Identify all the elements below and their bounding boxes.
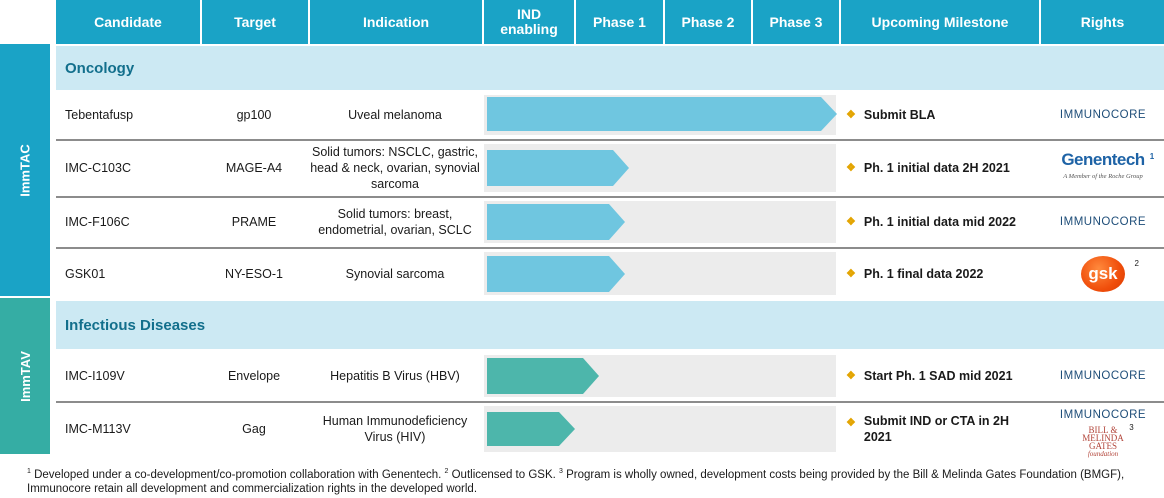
roche-tagline: A Member of the Roche Group — [1063, 172, 1143, 180]
target: NY-ESO-1 — [225, 266, 283, 281]
header-target: Target — [202, 0, 308, 44]
diamond-bullet-icon: ❖ — [846, 109, 856, 121]
header-candidate: Candidate — [56, 0, 200, 44]
candidate-name: Tebentafusp — [65, 108, 134, 122]
rights-logo: IMMUNOCORE — [1042, 352, 1164, 400]
header-phase-3: Phase 3 — [753, 0, 839, 44]
indication: Solid tumors: breast, endometrial, ovari… — [318, 207, 472, 237]
table-row: Tebentafusp gp100 Uveal melanoma ❖ Submit… — [56, 92, 1164, 138]
table-row: IMC-M113V Gag Human Immunodeficiency Vir… — [56, 403, 1164, 459]
table-row: IMC-F106C PRAME Solid tumors: breast, en… — [56, 198, 1164, 246]
immunocore-logo: IMMUNOCORE — [1059, 409, 1147, 421]
immunocore-logo: IMMUNOCORE — [1059, 109, 1147, 121]
indication: Human Immunodeficiency Virus (HIV) — [322, 414, 468, 444]
rights-logo: gsk 2 — [1042, 249, 1164, 298]
indication: Solid tumors: NSCLC, gastric, head & nec… — [310, 145, 480, 191]
section-infectious-diseases: Infectious Diseases — [56, 301, 1164, 349]
rights-logo: IMMUNOCORE BILL & MELINDA GATES foundati… — [1042, 403, 1164, 459]
progress-arrow — [487, 204, 625, 240]
diamond-bullet-icon: ❖ — [846, 417, 856, 429]
header-ind-enabling: IND enabling — [484, 0, 574, 44]
gsk-logo: gsk 2 — [1081, 255, 1139, 292]
target: Envelope — [227, 369, 281, 383]
header-rights: Rights — [1041, 0, 1164, 44]
candidate-name: IMC-F106C — [65, 215, 130, 229]
progress-arrow — [487, 256, 625, 292]
target: MAGE-A4 — [225, 161, 283, 175]
milestone: ❖ Start Ph. 1 SAD mid 2021 — [846, 369, 1013, 383]
target: PRAME — [231, 215, 277, 229]
progress-arrow — [487, 150, 629, 186]
candidate-name: IMC-I109V — [65, 369, 125, 383]
milestone: ❖ Ph. 1 initial data mid 2022 — [846, 215, 1017, 229]
target: Gag — [242, 422, 266, 436]
progress-arrow — [487, 97, 837, 131]
table-row: IMC-I109V Envelope Hepatitis B Virus (HB… — [56, 352, 1164, 400]
table-row: GSK01 NY-ESO-1 Synovial sarcoma ❖ Ph. 1 f… — [56, 249, 1164, 298]
header-milestone: Upcoming Milestone — [841, 0, 1039, 44]
milestone: ❖ Submit BLA — [846, 108, 936, 122]
candidate-name: GSK01 — [65, 266, 106, 281]
immtav-band: ImmTAV — [0, 298, 50, 454]
genentech-logo: Genentech 1 — [1061, 149, 1154, 169]
milestone: ❖ Ph. 1 final data 2022 — [846, 266, 984, 281]
milestone: ❖ Submit IND or CTA in 2H 2021 — [846, 414, 1010, 444]
target: gp100 — [236, 108, 272, 122]
progress-arrow — [487, 358, 599, 394]
diamond-bullet-icon: ❖ — [846, 267, 856, 280]
candidate-name: IMC-M113V — [65, 422, 131, 436]
diamond-bullet-icon: ❖ — [846, 370, 856, 382]
rights-logo: Genentech 1 A Member of the Roche Group — [1042, 141, 1164, 195]
diamond-bullet-icon: ❖ — [846, 162, 856, 174]
immtav-label: ImmTAV — [17, 350, 33, 402]
header-phase-2: Phase 2 — [665, 0, 751, 44]
footnote: 1 Developed under a co-development/co-pr… — [27, 468, 1125, 495]
header-indication: Indication — [310, 0, 482, 44]
table-row: IMC-C103C MAGE-A4 Solid tumors: NSCLC, g… — [56, 141, 1164, 195]
diamond-bullet-icon: ❖ — [846, 216, 856, 228]
section-oncology: Oncology — [56, 46, 1164, 90]
immunocore-logo: IMMUNOCORE — [1059, 216, 1147, 228]
indication: Uveal melanoma — [348, 108, 442, 122]
immunocore-logo: IMMUNOCORE — [1059, 370, 1147, 382]
immtac-label: ImmTAC — [17, 143, 33, 197]
bmgf-logo: BILL & MELINDA GATES foundation 3 — [1082, 423, 1134, 459]
immtac-band: ImmTAC — [0, 44, 50, 296]
candidate-name: IMC-C103C — [65, 161, 131, 175]
indication: Hepatitis B Virus (HBV) — [330, 369, 460, 383]
header-phase-1: Phase 1 — [576, 0, 663, 44]
milestone: ❖ Ph. 1 initial data 2H 2021 — [846, 161, 1010, 175]
rights-logo: IMMUNOCORE — [1042, 92, 1164, 138]
indication: Synovial sarcoma — [345, 266, 445, 281]
progress-arrow — [487, 412, 575, 446]
rights-logo: IMMUNOCORE — [1042, 198, 1164, 246]
